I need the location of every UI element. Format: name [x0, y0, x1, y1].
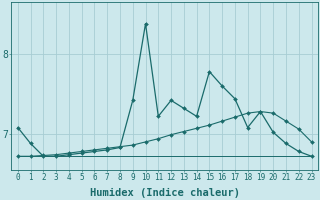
X-axis label: Humidex (Indice chaleur): Humidex (Indice chaleur) [90, 188, 240, 198]
